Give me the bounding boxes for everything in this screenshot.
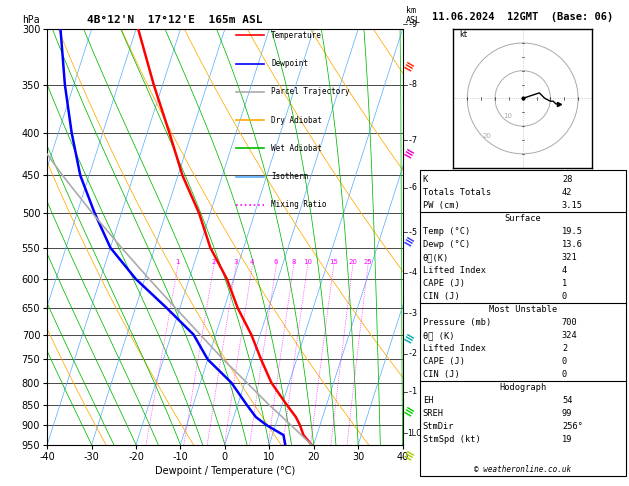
Text: ≡: ≡	[400, 147, 415, 164]
Text: ≡: ≡	[400, 332, 415, 348]
Text: © weatheronline.co.uk: © weatheronline.co.uk	[474, 465, 571, 474]
Text: CAPE (J): CAPE (J)	[423, 357, 465, 366]
Text: 0: 0	[562, 370, 567, 379]
Text: Dry Adiobat: Dry Adiobat	[271, 116, 322, 125]
Text: 15: 15	[329, 259, 338, 265]
Text: 3.15: 3.15	[562, 201, 583, 210]
Text: Pressure (mb): Pressure (mb)	[423, 318, 491, 327]
Text: EH: EH	[423, 396, 433, 405]
Text: kt: kt	[459, 31, 467, 39]
Text: Totals Totals: Totals Totals	[423, 188, 491, 197]
Text: -2: -2	[408, 349, 418, 358]
Text: -3: -3	[408, 309, 418, 318]
Text: Mixing Ratio  (g/kg): Mixing Ratio (g/kg)	[430, 187, 439, 287]
Text: Lifted Index: Lifted Index	[423, 266, 486, 275]
Text: StmSpd (kt): StmSpd (kt)	[423, 435, 481, 444]
Text: -9: -9	[408, 20, 418, 29]
Text: 4: 4	[562, 266, 567, 275]
Text: 28: 28	[562, 175, 572, 184]
Text: Temp (°C): Temp (°C)	[423, 227, 470, 236]
Text: 1LCL: 1LCL	[408, 429, 426, 437]
Text: 54: 54	[562, 396, 572, 405]
Text: 3: 3	[233, 259, 238, 265]
Text: 42: 42	[562, 188, 572, 197]
Text: ≡: ≡	[400, 235, 415, 251]
Text: ≡: ≡	[400, 405, 415, 421]
Text: Most Unstable: Most Unstable	[489, 305, 557, 314]
Text: Isotherm: Isotherm	[271, 172, 308, 181]
Text: PW (cm): PW (cm)	[423, 201, 459, 210]
Text: ≡: ≡	[400, 449, 415, 465]
Text: CIN (J): CIN (J)	[423, 370, 459, 379]
Text: 25: 25	[364, 259, 372, 265]
Text: -5: -5	[408, 228, 418, 237]
Text: 11.06.2024  12GMT  (Base: 06): 11.06.2024 12GMT (Base: 06)	[432, 12, 613, 22]
Text: 20: 20	[348, 259, 357, 265]
Text: θᴄ (K): θᴄ (K)	[423, 331, 454, 340]
Text: 2: 2	[211, 259, 216, 265]
Text: Lifted Index: Lifted Index	[423, 344, 486, 353]
Text: -6: -6	[408, 183, 418, 192]
Text: Mixing Ratio: Mixing Ratio	[271, 200, 326, 209]
Text: 700: 700	[562, 318, 577, 327]
Text: 321: 321	[562, 253, 577, 262]
Text: 99: 99	[562, 409, 572, 418]
Text: Temperature: Temperature	[271, 31, 322, 40]
Text: 10: 10	[303, 259, 312, 265]
Text: Dewpoint: Dewpoint	[271, 59, 308, 68]
Text: Surface: Surface	[504, 214, 541, 223]
Text: km
ASL: km ASL	[406, 6, 421, 25]
Text: 20: 20	[483, 133, 492, 139]
Text: 1: 1	[562, 279, 567, 288]
Text: Wet Adiobat: Wet Adiobat	[271, 144, 322, 153]
Text: SREH: SREH	[423, 409, 443, 418]
Text: 4B°12'N  17°12'E  165m ASL: 4B°12'N 17°12'E 165m ASL	[87, 15, 263, 25]
Text: θᴄ(K): θᴄ(K)	[423, 253, 449, 262]
Text: K: K	[423, 175, 428, 184]
Text: 4: 4	[250, 259, 254, 265]
Text: ≡: ≡	[400, 60, 415, 76]
Text: 19: 19	[562, 435, 572, 444]
Text: 6: 6	[274, 259, 278, 265]
Text: 13.6: 13.6	[562, 240, 583, 249]
Text: 324: 324	[562, 331, 577, 340]
Text: 256°: 256°	[562, 422, 583, 431]
Text: hPa: hPa	[22, 15, 40, 25]
Text: StmDir: StmDir	[423, 422, 454, 431]
Text: Parcel Trajectory: Parcel Trajectory	[271, 87, 350, 96]
Text: 0: 0	[562, 357, 567, 366]
Text: -8: -8	[408, 80, 418, 89]
Text: 0: 0	[562, 292, 567, 301]
Text: Hodograph: Hodograph	[499, 383, 547, 392]
Text: -7: -7	[408, 136, 418, 144]
Text: -1: -1	[408, 387, 418, 396]
X-axis label: Dewpoint / Temperature (°C): Dewpoint / Temperature (°C)	[155, 466, 295, 476]
Text: 1: 1	[175, 259, 180, 265]
Text: Dewp (°C): Dewp (°C)	[423, 240, 470, 249]
Text: 2: 2	[562, 344, 567, 353]
Text: 10: 10	[503, 113, 512, 120]
Text: -4: -4	[408, 268, 418, 278]
Text: 19.5: 19.5	[562, 227, 583, 236]
Text: 8: 8	[291, 259, 296, 265]
Text: CAPE (J): CAPE (J)	[423, 279, 465, 288]
Text: CIN (J): CIN (J)	[423, 292, 459, 301]
